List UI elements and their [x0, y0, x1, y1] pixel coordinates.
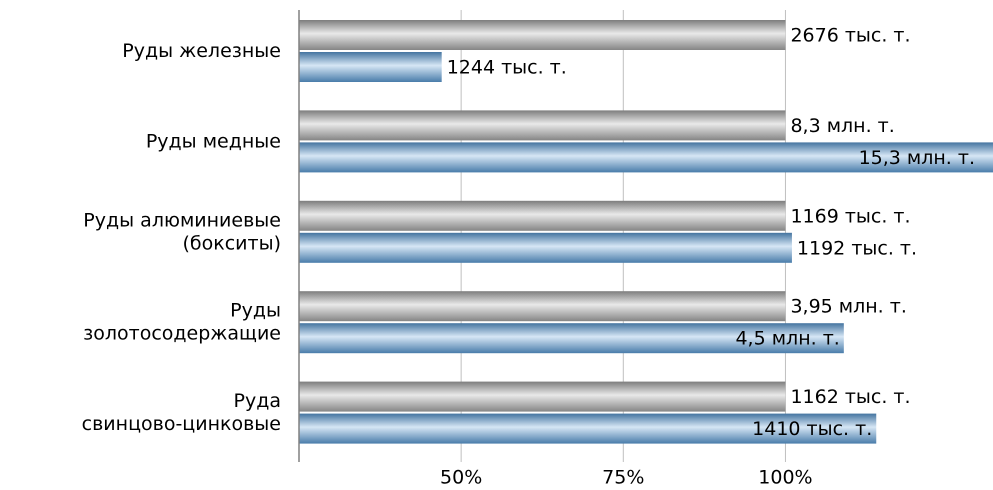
data-label: 1192 тыс. т. — [797, 237, 917, 259]
y-tick-label-line: свинцово-цинковые — [82, 413, 281, 435]
bar — [299, 110, 786, 141]
y-tick-label: Руды медные — [146, 130, 281, 152]
y-tick-label-line: (бокситы) — [182, 232, 281, 254]
bar — [299, 413, 877, 444]
data-label: 1162 тыс. т. — [790, 386, 910, 408]
y-tick-label: Руда свинцово-цинковые — [82, 390, 281, 435]
x-tick-label: 75% — [602, 467, 644, 489]
bar — [299, 200, 786, 231]
data-label: 15,3 млн. т. — [859, 147, 975, 169]
data-label: 2676 тыс. т. — [790, 25, 910, 47]
y-tick-label-line: Руды железные — [122, 40, 281, 62]
data-label: 3,95 млн. т. — [790, 296, 906, 318]
data-label: 8,3 млн. т. — [790, 115, 894, 137]
bar — [299, 291, 786, 322]
y-tick-label-line: Руды алюминиевые — [83, 209, 281, 231]
y-tick-label-line: Руды медные — [146, 130, 281, 152]
y-tick-label: Руды золотосодержащие — [83, 299, 281, 344]
bar — [299, 232, 792, 263]
y-tick-label-line: Руда — [234, 390, 281, 412]
x-tick-label: 100% — [758, 467, 812, 489]
y-tick-label-line: Руды — [230, 299, 281, 321]
bar — [299, 142, 993, 173]
y-tick-label-line: золотосодержащие — [83, 322, 281, 344]
data-label: 1169 тыс. т. — [790, 205, 910, 227]
bar — [299, 323, 844, 354]
y-tick-label: Руды алюминиевые (бокситы) — [83, 209, 281, 254]
data-label: 1410 тыс. т. — [752, 418, 872, 440]
data-label: 1244 тыс. т. — [447, 57, 567, 79]
data-label: 4,5 млн. т. — [735, 328, 839, 350]
bar — [299, 52, 442, 82]
y-tick-label: Руды железные — [122, 40, 281, 62]
x-tick-label: 50% — [440, 467, 482, 489]
bar — [299, 20, 786, 50]
bar — [299, 381, 786, 412]
